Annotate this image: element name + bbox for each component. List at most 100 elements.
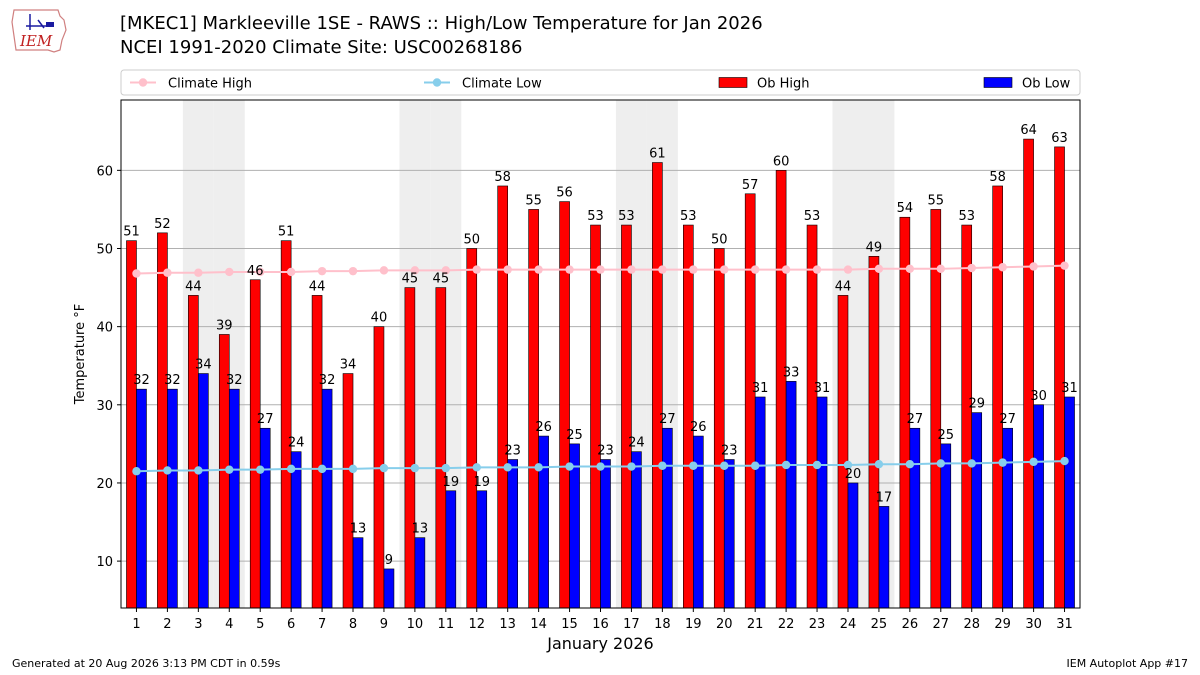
- climate-high-point: [441, 266, 451, 275]
- climate-low-point: [1029, 457, 1038, 467]
- iem-logo: IEM: [11, 9, 67, 53]
- climate-high-point: [843, 265, 853, 274]
- ob-low-bar: [321, 388, 333, 609]
- x-tick-label: 30: [1025, 617, 1042, 632]
- ob-low-bar: [507, 459, 518, 609]
- ob-low-value-label: 19: [473, 475, 490, 490]
- ob-high-value-label: 53: [804, 209, 821, 224]
- climate-low-point: [286, 464, 296, 474]
- ob-high-legend-swatch: [718, 77, 748, 88]
- x-tick-label: 27: [933, 617, 950, 632]
- y-tick-label: 40: [96, 321, 113, 336]
- ob-low-bar: [352, 537, 364, 609]
- x-tick-label: 29: [994, 617, 1011, 632]
- climate-high-point: [194, 268, 203, 277]
- ob-low-value-label: 27: [999, 412, 1016, 427]
- ob-low-value-label: 23: [597, 444, 614, 459]
- climate-low-point: [720, 461, 729, 470]
- x-tick-label: 13: [499, 617, 516, 632]
- climate-high-point: [689, 265, 698, 274]
- y-tick-label: 60: [96, 164, 113, 179]
- x-tick-label: 3: [194, 617, 202, 632]
- ob-low-value-label: 13: [412, 522, 429, 537]
- ob-low-bar: [1002, 427, 1013, 609]
- x-tick-label: 4: [225, 617, 233, 632]
- climate-low-point: [874, 459, 884, 469]
- climate-high-point: [317, 266, 327, 276]
- page-subtitle: NCEI 1991-2020 Climate Site: USC00268186: [120, 37, 523, 58]
- x-tick-label: 1: [132, 617, 140, 632]
- climate-high-point: [348, 266, 358, 276]
- ob-low-value-label: 32: [226, 373, 243, 388]
- ob-low-value-label: 26: [690, 420, 707, 435]
- ob-high-bar: [126, 240, 137, 609]
- ob-high-bar: [744, 193, 756, 609]
- ob-low-bar: [476, 490, 488, 609]
- climate-low-point: [750, 461, 760, 470]
- ob-low-value-label: 9: [385, 553, 393, 568]
- x-tick-label: 25: [871, 617, 888, 632]
- climate-low-point: [565, 462, 574, 471]
- climate-low-point: [441, 463, 451, 473]
- ob-high-bar: [157, 232, 168, 609]
- ob-low-bar: [847, 482, 859, 609]
- climate-high-point: [936, 264, 945, 274]
- y-tick-label: 10: [96, 555, 113, 570]
- ob-low-value-label: 31: [752, 381, 769, 396]
- ob-high-bar: [992, 185, 1003, 609]
- app-label: IEM Autoplot App #17: [1066, 657, 1189, 670]
- ob-high-value-label: 56: [556, 186, 573, 201]
- climate-high-point: [565, 265, 574, 274]
- climate-low-point: [410, 463, 420, 473]
- ob-high-value-label: 46: [247, 264, 264, 279]
- ob-low-bar: [136, 388, 147, 609]
- x-tick-label: 10: [407, 617, 424, 632]
- ob-low-value-label: 30: [1030, 389, 1047, 404]
- ob-high-value-label: 53: [958, 209, 975, 224]
- ob-low-value-label: 29: [968, 397, 985, 412]
- ob-high-bar: [683, 224, 694, 609]
- ob-high-value-label: 58: [989, 170, 1006, 185]
- ob-high-bar: [837, 295, 849, 609]
- ob-high-bar: [590, 224, 601, 609]
- ob-high-value-label: 60: [773, 154, 790, 169]
- climate-high-point: [998, 263, 1007, 272]
- climate-high-point: [1029, 262, 1038, 271]
- ob-high-value-label: 52: [154, 217, 171, 232]
- ob-low-value-label: 17: [876, 490, 893, 505]
- climate-high-point: [720, 265, 729, 274]
- ob-high-bar: [497, 185, 508, 609]
- climate-low-point: [998, 458, 1007, 467]
- ob-low-value-label: 23: [504, 444, 521, 459]
- climate-low-point: [348, 464, 358, 474]
- climate-high-point: [781, 265, 791, 274]
- climate-low-point: [503, 463, 512, 472]
- climate-high-point: [1060, 261, 1069, 270]
- ob-high-value-label: 55: [928, 193, 945, 208]
- y-tick-label: 20: [96, 477, 113, 492]
- climate-high-point: [286, 267, 296, 277]
- ob-high-value-label: 57: [742, 178, 759, 193]
- ob-low-bar: [600, 459, 611, 609]
- climate-low-point: [967, 459, 976, 468]
- ob-high-legend-label: Ob High: [757, 77, 810, 92]
- ob-high-bar: [249, 279, 261, 609]
- ob-high-value-label: 53: [680, 209, 697, 224]
- ob-high-bar: [713, 248, 725, 609]
- x-tick-label: 17: [623, 617, 640, 632]
- x-tick-label: 20: [716, 617, 733, 632]
- ob-high-bar: [621, 224, 632, 609]
- climate-low-legend-label: Climate Low: [462, 77, 542, 92]
- climate-high-point: [905, 264, 915, 274]
- ob-high-bar: [342, 373, 354, 609]
- climate-low-point: [194, 466, 203, 475]
- climate-low-point: [472, 463, 481, 472]
- ob-high-bar: [961, 224, 973, 609]
- climate-low-point: [256, 465, 265, 474]
- climate-high-point: [627, 265, 636, 274]
- ob-low-value-label: 32: [133, 373, 150, 388]
- ob-high-value-label: 61: [649, 147, 666, 162]
- page-title: [MKEC1] Markleeville 1SE - RAWS :: High/…: [120, 13, 763, 34]
- ob-high-value-label: 63: [1051, 131, 1068, 146]
- ob-low-value-label: 13: [350, 522, 367, 537]
